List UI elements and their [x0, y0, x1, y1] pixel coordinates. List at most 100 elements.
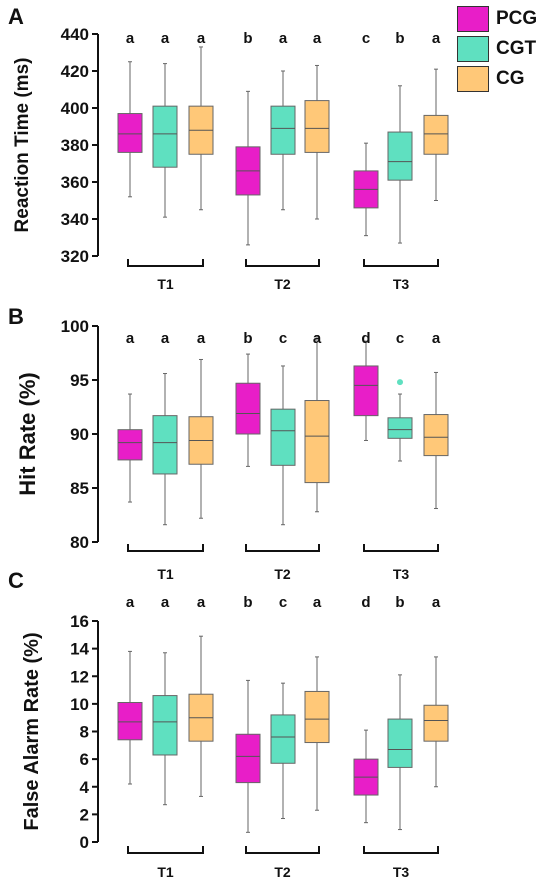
box-a-t3-cgt-sig-letter: b — [395, 30, 404, 47]
y-axis-label-a: Reaction Time (ms) — [12, 58, 33, 233]
group-label-c-t3: T3 — [393, 864, 410, 880]
box-a-t3-cg-sig-letter: a — [432, 30, 441, 47]
y-axis-label-b: Hit Rate (%) — [15, 372, 40, 495]
box-a-t2-cgt-sig-letter: a — [279, 30, 288, 47]
legend-label-pcg: PCG — [496, 8, 538, 29]
group-bracket-a-t1 — [127, 259, 204, 267]
box-c-t1-cgt-iqr — [152, 695, 178, 756]
group-label-b-t1: T1 — [157, 566, 174, 582]
panel-letter-b: B — [8, 304, 24, 329]
y-tick-label-b-90: 90 — [70, 425, 89, 444]
group-bracket-a-t2 — [245, 259, 320, 267]
box-b-t1-cgt-iqr — [152, 415, 178, 475]
box-b-t1-cgt-sig-letter: a — [161, 330, 170, 347]
legend-item-cgt: CGT — [455, 36, 550, 62]
box-a-t1-cg-sig-letter: a — [197, 30, 206, 47]
y-tick-label-c-16: 16 — [70, 612, 89, 631]
box-c-t3-cgt-iqr — [387, 718, 413, 768]
box-a-t1-cgt-iqr — [152, 105, 178, 168]
box-c-t2-cgt-sig-letter: c — [279, 594, 287, 611]
box-a-t1-pcg-sig-letter: a — [126, 30, 135, 47]
box-c-t3-cgt-sig-letter: b — [395, 594, 404, 611]
group-bracket-b-t1 — [127, 544, 204, 552]
legend-swatch-cg — [457, 66, 489, 92]
box-c-t2-cgt-iqr — [270, 714, 296, 764]
legend-item-pcg: PCG — [455, 6, 550, 32]
box-b-t2-cg-sig-letter: a — [313, 330, 322, 347]
y-tick-label-c-12: 12 — [70, 667, 89, 686]
box-a-t3-cgt-iqr — [387, 131, 413, 181]
group-bracket-c-t3 — [363, 846, 439, 854]
box-c-t3-cg-iqr — [423, 704, 449, 742]
box-b-t1-cg-sig-letter: a — [197, 330, 206, 347]
group-bracket-b-t3 — [363, 544, 439, 552]
box-c-t3-cg-sig-letter: a — [432, 594, 441, 611]
y-tick-label-c-10: 10 — [70, 695, 89, 714]
box-b-t3-cg-iqr — [423, 414, 449, 457]
box-a-t2-cg-sig-letter: a — [313, 30, 322, 47]
box-c-t2-cg-sig-letter: a — [313, 594, 322, 611]
y-tick-label-c-4: 4 — [80, 778, 90, 797]
y-axis-label-c: False Alarm Rate (%) — [21, 632, 43, 830]
legend-label-cgt: CGT — [496, 38, 537, 59]
y-tick-label-c-0: 0 — [80, 833, 89, 852]
legend-swatch-cgt — [457, 36, 489, 62]
box-b-t3-cgt-iqr — [387, 417, 413, 439]
y-tick-label-a-420: 420 — [61, 62, 89, 81]
box-c-t2-cg-iqr — [304, 690, 330, 744]
group-bracket-c-t1 — [127, 846, 204, 854]
y-tick-label-b-95: 95 — [70, 371, 89, 390]
legend-label-cg: CG — [496, 68, 525, 89]
box-b-t3-cgt-outlier-0 — [397, 379, 403, 386]
group-label-b-t3: T3 — [393, 566, 410, 582]
box-c-t3-pcg-sig-letter: d — [361, 594, 370, 611]
group-label-c-t1: T1 — [157, 864, 174, 880]
box-a-t2-cgt-iqr — [270, 105, 296, 155]
y-tick-label-b-100: 100 — [61, 317, 89, 336]
box-c-t2-pcg-sig-letter: b — [243, 594, 252, 611]
group-bracket-c-t2 — [245, 846, 320, 854]
box-a-t2-cg-iqr — [304, 100, 330, 153]
legend-item-cg: CG — [455, 66, 550, 92]
box-c-t1-pcg-sig-letter: a — [126, 594, 135, 611]
box-b-t1-pcg-sig-letter: a — [126, 330, 135, 347]
box-b-t1-pcg-iqr — [117, 429, 143, 461]
y-tick-label-a-380: 380 — [61, 136, 89, 155]
legend-swatch-pcg — [457, 6, 489, 32]
y-tick-label-a-440: 440 — [61, 25, 89, 44]
y-tick-label-c-8: 8 — [80, 723, 89, 742]
y-tick-label-b-85: 85 — [70, 479, 89, 498]
box-a-t2-pcg-sig-letter: b — [243, 30, 252, 47]
box-c-t1-pcg-iqr — [117, 701, 143, 741]
box-a-t1-cgt-sig-letter: a — [161, 30, 170, 47]
y-tick-label-a-400: 400 — [61, 99, 89, 118]
box-b-t2-cgt-sig-letter: c — [279, 330, 287, 347]
box-a-t1-pcg-iqr — [117, 113, 143, 153]
box-b-t2-cgt-iqr — [270, 408, 296, 466]
group-bracket-b-t2 — [245, 544, 320, 552]
y-tick-label-a-320: 320 — [61, 247, 89, 266]
group-bracket-a-t3 — [363, 259, 439, 267]
box-a-t3-pcg-sig-letter: c — [362, 30, 370, 47]
box-b-t2-pcg-sig-letter: b — [243, 330, 252, 347]
box-c-t1-cg-sig-letter: a — [197, 594, 206, 611]
y-tick-label-a-360: 360 — [61, 173, 89, 192]
box-b-t2-pcg-iqr — [235, 382, 261, 435]
y-tick-label-c-14: 14 — [70, 640, 89, 659]
box-b-t2-cg-iqr — [304, 400, 330, 484]
box-c-t1-cgt-sig-letter: a — [161, 594, 170, 611]
y-tick-label-c-2: 2 — [80, 805, 89, 824]
panel-letter-c: C — [8, 568, 24, 593]
group-label-c-t2: T2 — [274, 864, 291, 880]
y-tick-label-b-80: 80 — [70, 533, 89, 552]
group-label-a-t3: T3 — [393, 276, 410, 292]
box-b-t3-cgt-sig-letter: c — [396, 330, 404, 347]
y-tick-label-a-340: 340 — [61, 210, 89, 229]
group-label-a-t1: T1 — [157, 276, 174, 292]
y-tick-label-c-6: 6 — [80, 750, 89, 769]
group-label-a-t2: T2 — [274, 276, 291, 292]
box-c-t2-pcg-iqr — [235, 733, 261, 784]
panel-letter-a: A — [8, 4, 24, 29]
box-b-t3-pcg-sig-letter: d — [361, 330, 370, 347]
